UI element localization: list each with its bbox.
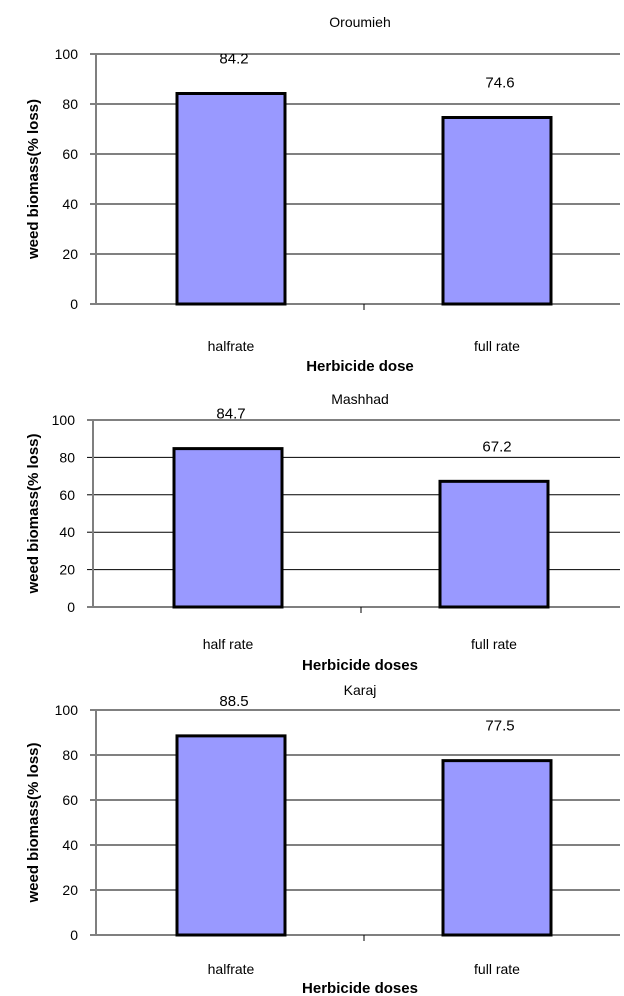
y-tick-label: 40 [62,196,78,212]
y-tick-label: 100 [55,46,79,62]
y-tick-label: 20 [59,562,75,578]
y-tick-label: 40 [59,524,75,540]
x-category-label: full rate [474,961,520,977]
bar-2 [441,759,553,937]
bar-1 [172,447,284,609]
y-tick-label: 80 [62,747,78,763]
data-label: 84.7 [216,406,245,423]
chart-panel-1: Oroumieh 0 20 40 60 80 100 84.2 halfrate 74.6 full… [25,14,620,375]
x-axis-title: Herbicide doses [302,980,418,996]
y-axis-title: weed biomass(% loss) [25,433,42,594]
data-label: 74.6 [485,75,514,92]
y-tick-label: 20 [62,246,78,262]
y-tick-label: 40 [62,837,78,853]
chart-title: Oroumieh [329,14,390,30]
y-tick-label: 60 [59,487,75,503]
chart-panel-2: Mashhad 0 20 40 60 80 100 84.7 half rate 67.2 full… [25,391,620,674]
x-axis-title: Herbicide doses [302,657,418,674]
data-label: 84.2 [219,51,248,68]
y-tick-label: 80 [62,96,78,112]
x-axis-title: Herbicide dose [306,358,414,375]
bar-2 [438,479,550,609]
x-category-label: full rate [474,338,520,354]
chart-title: Mashhad [331,391,389,407]
y-axis-title: weed biomass(% loss) [25,742,42,903]
x-category-label: halfrate [208,961,255,977]
y-tick-label: 0 [70,296,78,312]
y-tick-label: 100 [55,702,79,718]
chart-title: Karaj [344,682,377,698]
bar-1 [175,734,287,937]
bar-1 [175,92,287,306]
data-label: 88.5 [219,693,248,710]
x-category-label: half rate [203,636,254,652]
y-axis-title: weed biomass(% loss) [25,99,42,260]
y-tick-label: 20 [62,882,78,898]
data-label: 77.5 [485,718,514,735]
y-tick-label: 100 [52,412,76,428]
x-category-label: full rate [471,636,517,652]
x-category-label: halfrate [208,338,255,354]
bar-2 [441,116,553,306]
y-tick-label: 0 [67,599,75,615]
y-tick-label: 60 [62,792,78,808]
y-tick-label: 80 [59,449,75,465]
y-tick-label: 60 [62,146,78,162]
chart-panel-3: Karaj 0 20 40 60 80 100 88.5 halfrate 77.5 full ra… [25,682,620,996]
data-label: 67.2 [482,438,511,455]
y-tick-label: 0 [70,927,78,943]
